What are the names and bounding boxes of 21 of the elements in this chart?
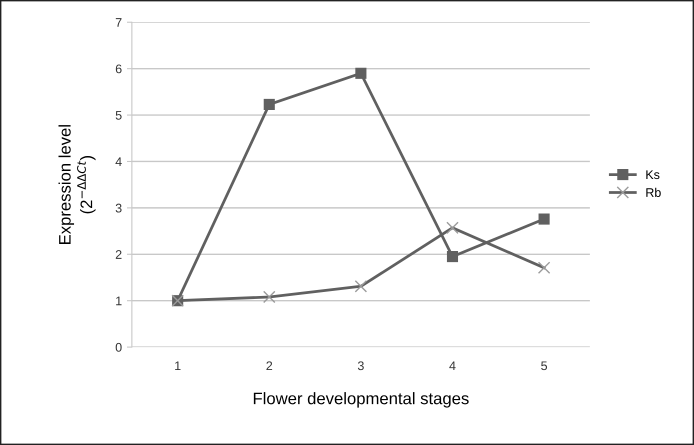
x-tick-label: 4 bbox=[449, 361, 456, 370]
y-tick-label: 5 bbox=[116, 110, 122, 120]
y-tick-label: 1 bbox=[116, 296, 122, 306]
x-axis-title: Flower developmental stages bbox=[254, 392, 469, 408]
legend-label: Rb bbox=[646, 188, 661, 197]
point bbox=[446, 251, 458, 262]
point bbox=[355, 68, 366, 79]
x-tick-label: 1 bbox=[175, 361, 181, 370]
y-tick-label: 2 bbox=[116, 250, 122, 259]
y-tick-label: 0 bbox=[116, 342, 122, 352]
legend-label: Ks bbox=[646, 170, 660, 180]
y-axis-title: Expression level (2$^{−ΔΔCt}$) bbox=[58, 125, 96, 244]
point bbox=[538, 213, 550, 225]
x-tick-label: 3 bbox=[358, 361, 364, 370]
y-tick-label: 6 bbox=[116, 64, 122, 74]
y-tick-label: 3 bbox=[116, 204, 122, 213]
y-tick-label: 4 bbox=[115, 157, 122, 166]
x-tick-label: 5 bbox=[541, 361, 548, 370]
y-tick-label: 7 bbox=[116, 18, 122, 27]
x-tick-label: 2 bbox=[266, 361, 272, 370]
point bbox=[264, 98, 275, 110]
